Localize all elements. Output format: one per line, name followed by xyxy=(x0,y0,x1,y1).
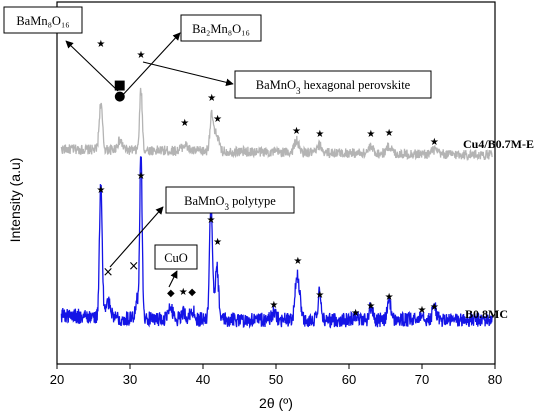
star-marker: ★ xyxy=(430,302,439,313)
y-axis-title: Intensity (a.u) xyxy=(7,158,23,243)
star-marker: ★ xyxy=(207,93,216,104)
star-marker: ★ xyxy=(213,114,222,125)
star-marker: ★ xyxy=(96,185,105,196)
x-axis-title: 2θ (º) xyxy=(259,395,293,411)
x-tick-label: 70 xyxy=(415,372,429,387)
annotation-cuo: CuO xyxy=(154,244,198,270)
diamond-marker: ◆ xyxy=(188,287,196,298)
circle-marker: ● xyxy=(114,89,125,104)
x-tick-label: 20 xyxy=(50,372,64,387)
x-tick-label: 50 xyxy=(269,372,283,387)
cross-marker: × xyxy=(128,259,139,274)
series-line-cu4-b07m-e xyxy=(60,87,493,162)
star-marker: ★ xyxy=(207,215,216,226)
series-label-cu4-b07m-e: Cu4/B0.7M-E xyxy=(463,137,534,151)
star-marker: ★ xyxy=(315,129,324,140)
square-marker: ■ xyxy=(114,78,126,93)
star-marker: ★ xyxy=(366,129,375,140)
star-marker: ★ xyxy=(315,290,324,301)
arrow-ba2mn8o16 xyxy=(119,32,181,99)
star-marker: ★ xyxy=(292,126,301,137)
annotation-bamn8o16: BaMn₈O₁₆ xyxy=(3,6,83,34)
series-line-b08mc xyxy=(60,156,493,329)
x-tick-label: 60 xyxy=(342,372,356,387)
arrow-polytype xyxy=(109,206,164,268)
cross-marker: × xyxy=(103,265,114,280)
star-marker: ★ xyxy=(418,305,427,316)
star-marker: ★ xyxy=(96,39,105,50)
series-label-b08mc: B0.8MC xyxy=(465,307,508,321)
annotation-ba2mn8o16: Ba₂Mn₈O₁₆ xyxy=(180,14,262,42)
star-marker: ★ xyxy=(293,256,302,267)
svg-text:BaMnO3 polytype: BaMnO3 polytype xyxy=(184,194,276,212)
star-marker: ★ xyxy=(385,292,394,303)
svg-text:CuO: CuO xyxy=(164,251,188,265)
annotation-hexagonal-perovskite: BaMnO3 hexagonal perovskite xyxy=(234,70,432,99)
star-marker: ★ xyxy=(366,301,375,312)
star-marker: ★ xyxy=(430,137,439,148)
star-marker: ★ xyxy=(136,171,145,182)
star-marker: ★ xyxy=(179,287,188,298)
x-tick-label: 30 xyxy=(123,372,137,387)
x-tick-label: 80 xyxy=(488,372,502,387)
arrow-hexagonal xyxy=(142,61,234,87)
svg-text:BaMnO3 hexagonal perovskite: BaMnO3 hexagonal perovskite xyxy=(256,78,411,96)
star-marker: ★ xyxy=(351,308,360,319)
arrow-bamn8o16 xyxy=(65,40,119,92)
star-marker: ★ xyxy=(136,50,145,61)
diamond-marker: ◆ xyxy=(167,288,175,299)
star-marker: ★ xyxy=(180,118,189,129)
phase-markers: ★★★★★★ ★ ★ ★★■●★★★★★★★★★★★★ ★× ×◆ ◆ xyxy=(96,39,439,319)
svg-text:BaMn₈O₁₆: BaMn₈O₁₆ xyxy=(16,14,69,28)
x-axis-ticks: 20 30 40 50 60 70 80 xyxy=(50,364,502,387)
x-tick-label: 40 xyxy=(196,372,210,387)
annotation-polytype: BaMnO3 polytype xyxy=(165,186,295,214)
arrow-cuo xyxy=(168,270,178,288)
svg-text:Ba₂Mn₈O₁₆: Ba₂Mn₈O₁₆ xyxy=(192,22,250,36)
star-marker: ★ xyxy=(213,237,222,248)
star-marker: ★ xyxy=(385,128,394,139)
star-marker: ★ xyxy=(269,300,278,311)
